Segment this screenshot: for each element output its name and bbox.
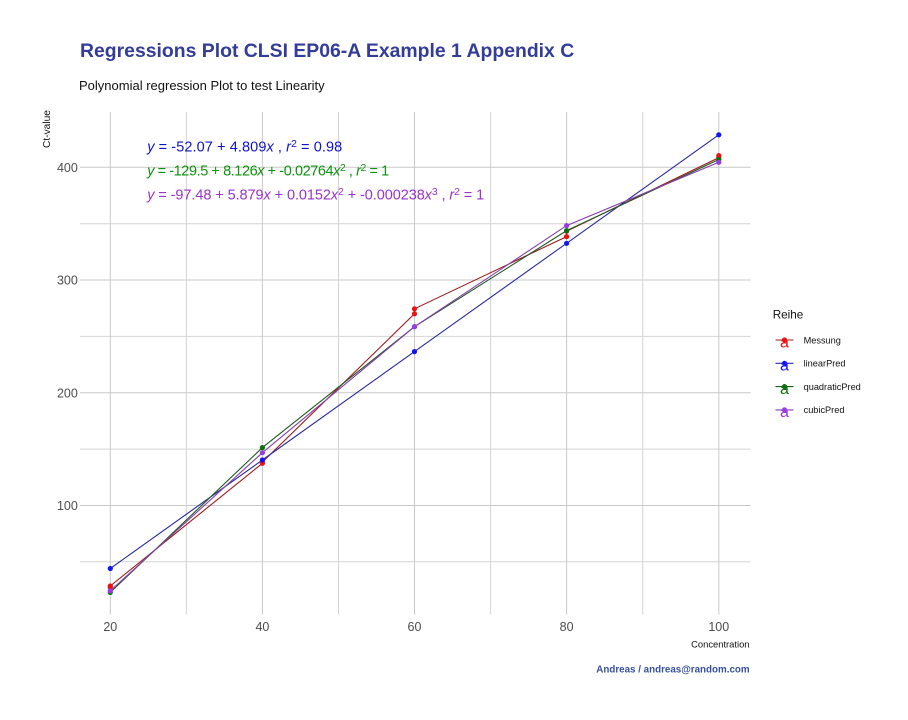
svg-text:100: 100 bbox=[708, 620, 729, 634]
svg-text:60: 60 bbox=[408, 620, 422, 634]
svg-text:200: 200 bbox=[57, 386, 78, 400]
svg-text:quadraticPred: quadraticPred bbox=[804, 382, 861, 392]
svg-text:100: 100 bbox=[57, 499, 78, 513]
svg-text:80: 80 bbox=[560, 620, 574, 634]
svg-text:Concentration: Concentration bbox=[691, 639, 749, 650]
svg-text:a: a bbox=[780, 334, 789, 351]
svg-text:Messung: Messung bbox=[804, 335, 841, 345]
svg-text:y = -52.07 + 4.809x , r2 = 0.: y = -52.07 + 4.809x , r2 = 0.98 bbox=[146, 139, 342, 156]
svg-text:a: a bbox=[780, 381, 789, 398]
svg-text:Polynomial regression Plot to: Polynomial regression Plot to test Linea… bbox=[79, 78, 325, 93]
svg-text:Ct-value: Ct-value bbox=[42, 110, 53, 148]
svg-text:Reihe: Reihe bbox=[773, 309, 804, 322]
svg-text:40: 40 bbox=[255, 620, 269, 634]
svg-text:linearPred: linearPred bbox=[804, 359, 846, 369]
svg-text:a: a bbox=[780, 404, 789, 421]
svg-text:y = -97.48 + 5.879x + 0.0152x2: y = -97.48 + 5.879x + 0.0152x2 + -0.0002… bbox=[146, 187, 484, 204]
svg-text:cubicPred: cubicPred bbox=[804, 405, 845, 415]
svg-text:y = -129.5 + 8.126x + -0.02764: y = -129.5 + 8.126x + -0.02764x2 , r2 = … bbox=[146, 163, 389, 180]
svg-text:400: 400 bbox=[57, 161, 78, 175]
svg-text:20: 20 bbox=[103, 620, 117, 634]
svg-text:Regressions Plot CLSI EP06-A E: Regressions Plot CLSI EP06-A Example 1 A… bbox=[80, 40, 574, 62]
svg-text:a: a bbox=[780, 358, 789, 375]
svg-text:300: 300 bbox=[57, 274, 78, 288]
svg-text:Andreas / andreas@random.com: Andreas / andreas@random.com bbox=[596, 665, 750, 676]
